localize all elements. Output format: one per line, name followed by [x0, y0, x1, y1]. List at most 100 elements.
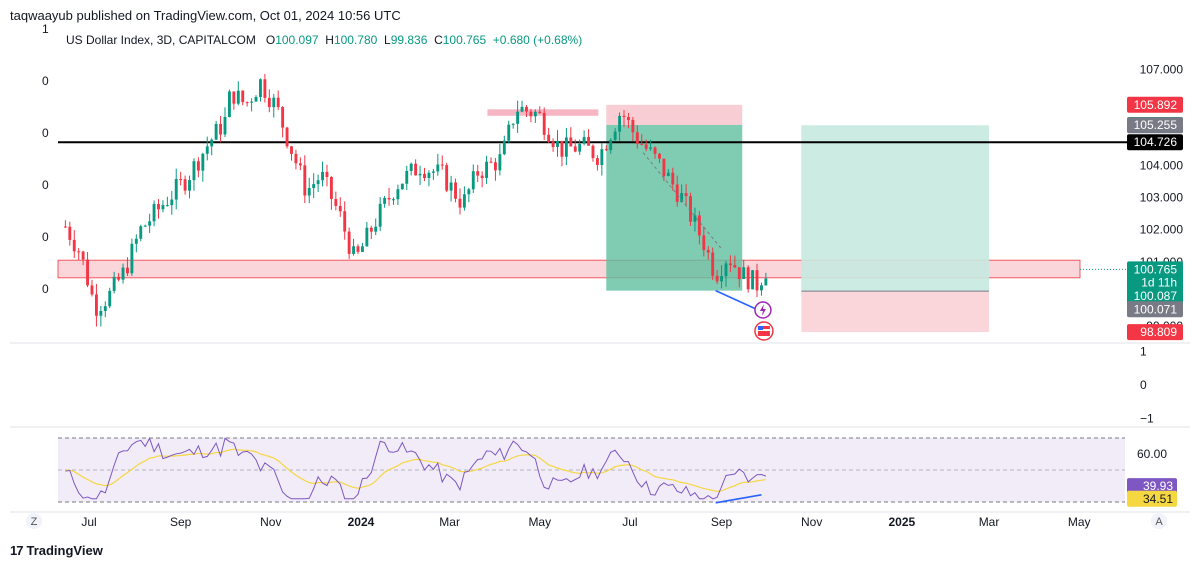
candle[interactable] [733, 265, 737, 268]
candle[interactable] [715, 275, 719, 282]
candle[interactable] [502, 140, 506, 155]
candle[interactable] [254, 96, 258, 102]
candle[interactable] [498, 154, 502, 171]
position-1-target-zone[interactable] [606, 124, 743, 291]
candle[interactable] [662, 158, 666, 176]
candle[interactable] [587, 137, 590, 146]
price-tag[interactable] [1127, 301, 1183, 318]
candle[interactable] [728, 263, 732, 266]
candle[interactable] [157, 204, 160, 210]
candle[interactable] [329, 176, 333, 199]
candle[interactable] [658, 153, 661, 159]
candle[interactable] [489, 161, 493, 163]
candle[interactable] [635, 132, 639, 144]
candle[interactable] [573, 146, 577, 152]
candle[interactable] [742, 267, 746, 279]
candle[interactable] [440, 164, 444, 166]
candle[interactable] [165, 205, 169, 207]
candle[interactable] [431, 171, 435, 173]
candle[interactable] [321, 171, 324, 181]
candle[interactable] [556, 140, 559, 147]
candle[interactable] [755, 270, 759, 291]
rsi-value-tag[interactable] [1127, 478, 1177, 495]
tradingview-logo[interactable]: 17 TradingView [10, 543, 103, 558]
candle[interactable] [236, 90, 240, 104]
candle[interactable] [649, 147, 653, 149]
rsi-line[interactable] [65, 437, 767, 500]
candle[interactable] [148, 221, 152, 226]
candle[interactable] [130, 243, 134, 274]
candle[interactable] [161, 205, 165, 210]
candle[interactable] [409, 163, 413, 171]
candle[interactable] [458, 198, 462, 208]
candle[interactable] [760, 285, 763, 291]
candle[interactable] [325, 171, 329, 177]
candle[interactable] [445, 165, 449, 191]
candle[interactable] [414, 163, 418, 176]
candle[interactable] [99, 310, 103, 316]
position-1-stop-zone[interactable] [606, 104, 743, 125]
candle[interactable] [188, 180, 191, 191]
price-tag[interactable] [1127, 134, 1183, 151]
price-divergence-line[interactable] [715, 289, 762, 313]
candle[interactable] [689, 196, 692, 222]
candle[interactable] [578, 143, 582, 152]
candle[interactable] [223, 116, 227, 135]
candle[interactable] [338, 205, 342, 212]
candle[interactable] [702, 235, 706, 250]
candle[interactable] [525, 106, 528, 112]
resistance-zone[interactable] [487, 109, 599, 116]
candle[interactable] [205, 146, 209, 154]
candle[interactable] [219, 123, 223, 135]
candle[interactable] [405, 170, 409, 184]
candle[interactable] [383, 197, 387, 204]
candle[interactable] [706, 249, 710, 253]
candle[interactable] [595, 158, 599, 165]
candle[interactable] [90, 285, 94, 295]
candle[interactable] [263, 79, 267, 98]
candle[interactable] [462, 194, 466, 208]
position-2-stop-zone[interactable] [801, 291, 990, 333]
candle[interactable] [139, 226, 143, 239]
candle[interactable] [179, 179, 183, 181]
candle[interactable] [666, 172, 670, 176]
price-tag[interactable] [1127, 324, 1183, 341]
candle[interactable] [680, 193, 684, 202]
candle[interactable] [644, 144, 648, 149]
candle[interactable] [343, 211, 347, 232]
candle[interactable] [627, 116, 630, 120]
candle[interactable] [378, 203, 382, 227]
trend-line-dashed[interactable] [642, 152, 722, 250]
candle[interactable] [276, 97, 280, 108]
candle[interactable] [63, 226, 67, 228]
candle[interactable] [281, 107, 285, 128]
candle[interactable] [467, 189, 471, 195]
candle[interactable] [569, 137, 573, 147]
candle[interactable] [564, 137, 568, 157]
candle[interactable] [365, 227, 369, 247]
candle[interactable] [507, 124, 511, 141]
candle[interactable] [77, 251, 81, 253]
candle[interactable] [174, 179, 178, 200]
candle[interactable] [533, 111, 537, 117]
candle[interactable] [86, 259, 89, 286]
candle[interactable] [126, 267, 129, 274]
candle[interactable] [764, 278, 768, 286]
candle[interactable] [72, 239, 76, 252]
candle[interactable] [640, 143, 644, 145]
candle[interactable] [170, 199, 174, 206]
candle[interactable] [427, 172, 431, 179]
candle[interactable] [369, 227, 373, 232]
candle[interactable] [476, 171, 480, 176]
candle[interactable] [347, 231, 351, 254]
candle[interactable] [259, 79, 262, 97]
candle[interactable] [675, 184, 679, 202]
candle[interactable] [298, 163, 302, 166]
candle[interactable] [737, 267, 741, 279]
candle[interactable] [201, 153, 205, 171]
candle[interactable] [303, 165, 307, 196]
candle[interactable] [720, 276, 723, 282]
candle[interactable] [294, 153, 298, 164]
candle[interactable] [684, 193, 688, 197]
candle[interactable] [360, 246, 364, 252]
